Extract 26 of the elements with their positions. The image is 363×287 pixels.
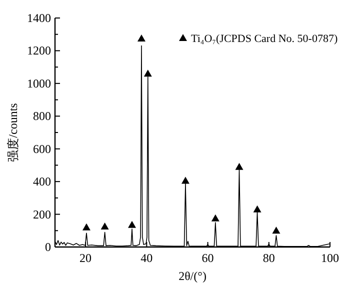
x-axis-title: 2θ/(°) xyxy=(178,269,206,283)
point xyxy=(235,162,244,170)
x-tick-label: 20 xyxy=(80,251,92,265)
y-axis-title: 强度/counts xyxy=(6,102,20,162)
y-tick-label: 0 xyxy=(45,240,51,254)
point xyxy=(128,220,136,228)
y-tick-label: 600 xyxy=(33,142,51,156)
y-tick-label: 1200 xyxy=(27,44,51,58)
y-tick-label: 1400 xyxy=(27,11,51,25)
legend: Ti₄O₇(JCPDS Card No. 50-0787) xyxy=(179,33,338,45)
x-tick-label: 80 xyxy=(262,251,275,265)
point xyxy=(144,70,152,77)
point xyxy=(137,34,146,42)
y-tick-label: 800 xyxy=(33,109,51,124)
point xyxy=(100,222,109,230)
y-tick-label: 200 xyxy=(33,207,51,222)
point xyxy=(82,223,90,230)
y-tick-label: 400 xyxy=(33,174,51,189)
point xyxy=(211,214,220,222)
x-tick-label: 60 xyxy=(202,251,214,265)
point xyxy=(253,205,262,212)
point xyxy=(272,226,280,234)
y-tick-label: 1000 xyxy=(27,76,51,90)
point xyxy=(181,176,190,184)
x-tick-label: 100 xyxy=(321,251,339,265)
x-tick-label: 40 xyxy=(140,251,153,265)
